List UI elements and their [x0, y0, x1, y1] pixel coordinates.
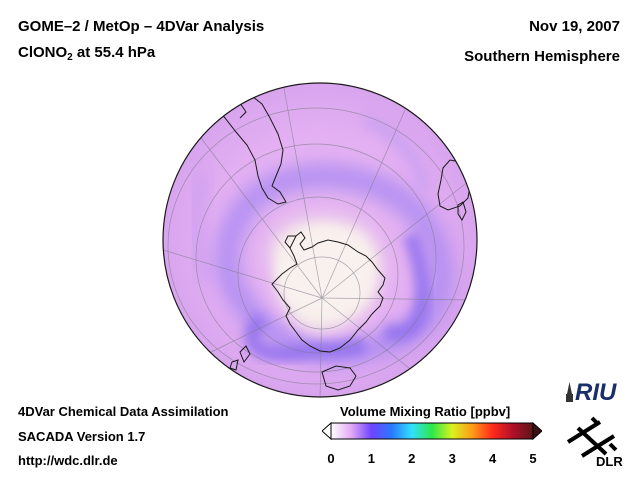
colorbar-tick-label: 1 — [367, 451, 376, 466]
dlr-logo: DLR — [566, 416, 623, 468]
footer-version: SACADA Version 1.7 — [18, 429, 146, 444]
antarctica-coast — [271, 231, 386, 353]
south-america-coast — [214, 91, 287, 205]
pressure-level: at 55.4 hPa — [72, 44, 156, 61]
colorbar-tick-label: 4 — [488, 451, 497, 466]
footer-assimilation: 4DVar Chemical Data Assimilation — [18, 404, 229, 419]
colorbar-min-arrow — [322, 422, 332, 440]
map-title: GOME–2 / MetOp – 4DVar Analysis — [18, 18, 265, 35]
hemisphere-label: Southern Hemisphere — [464, 48, 620, 65]
species-name: ClONO — [18, 44, 68, 61]
species-subscript: 2 — [67, 52, 73, 63]
australia-coast — [321, 365, 357, 391]
colorbar-max-arrow — [532, 422, 542, 440]
colorbar — [322, 422, 542, 440]
riu-logo-text: RIU — [575, 379, 617, 406]
dlr-logo-text: DLR — [596, 454, 623, 468]
colorbar-tick-label: 3 — [448, 451, 456, 466]
analysis-date: Nov 19, 2007 — [529, 18, 620, 35]
footer-url: http://wdc.dlr.de — [18, 453, 118, 468]
graticule — [163, 83, 477, 397]
colorbar-tick-label: 0 — [327, 451, 335, 466]
colorbar-title: Volume Mixing Ratio [ppbv] — [340, 404, 511, 419]
field-layer — [163, 83, 477, 397]
riu-logo: RIU — [566, 379, 617, 406]
colorbar-tick-label: 2 — [408, 451, 416, 466]
species-label: ClONO2 at 55.4 hPa — [18, 44, 155, 63]
coastlines — [214, 91, 471, 391]
colorbar-gradient — [330, 422, 534, 440]
colorbar-tick-label: 5 — [529, 451, 537, 466]
globe-outline — [162, 82, 478, 398]
